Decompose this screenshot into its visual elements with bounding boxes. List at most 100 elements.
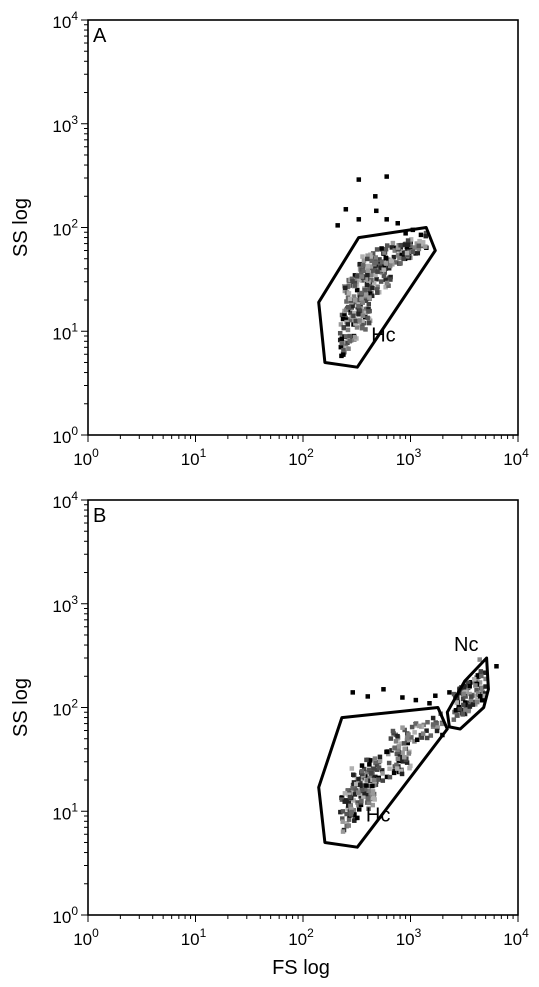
scatter-point — [453, 708, 459, 713]
scatter-point — [354, 325, 360, 330]
scatter-point — [366, 279, 371, 285]
scatter-point — [340, 316, 346, 322]
scatter-point — [352, 280, 358, 286]
scatter-point — [400, 695, 405, 700]
scatter-point — [383, 284, 388, 290]
scatter-point — [399, 250, 404, 255]
scatter-point — [377, 257, 382, 262]
scatter-point — [367, 758, 373, 763]
scatter-point — [382, 250, 387, 255]
scatter-point — [400, 750, 405, 755]
scatter-point — [477, 657, 482, 662]
scatter-point — [361, 794, 366, 799]
scatter-point — [461, 702, 466, 708]
scatter-point — [379, 768, 385, 773]
scatter-point — [470, 702, 476, 707]
scatter-point — [387, 263, 393, 269]
gate-nc — [445, 656, 490, 731]
y-tick-label: 101 — [52, 320, 78, 343]
scatter-point — [404, 250, 410, 256]
scatter-point — [392, 248, 397, 253]
scatter-point — [359, 763, 365, 768]
scatter-point — [416, 246, 422, 252]
scatter-point — [366, 788, 371, 793]
scatter-point — [480, 689, 485, 695]
scatter-point — [384, 749, 390, 755]
scatter-point — [362, 790, 367, 796]
scatter-point — [416, 243, 422, 249]
scatter-point — [352, 283, 358, 288]
scatter-point — [398, 261, 403, 266]
scatter-point — [358, 802, 364, 808]
scatter-point — [388, 274, 393, 280]
scatter-point — [343, 307, 349, 312]
scatter-point — [460, 712, 465, 717]
scatter-point — [377, 758, 383, 764]
scatter-point — [467, 691, 472, 697]
y-tick-label: 101 — [52, 800, 78, 823]
scatter-point — [348, 803, 353, 809]
scatter-point — [397, 255, 402, 261]
scatter-point — [480, 697, 486, 703]
scatter-point — [361, 258, 367, 263]
scatter-point — [418, 232, 424, 238]
scatter-point — [408, 763, 413, 769]
scatter-point — [366, 806, 371, 811]
scatter-point — [352, 812, 357, 817]
scatter-point — [466, 707, 472, 712]
y-tick-label: 102 — [52, 217, 78, 240]
scatter-point — [410, 249, 416, 255]
scatter-point — [404, 736, 410, 741]
scatter-point — [476, 674, 481, 679]
scatter-point — [433, 722, 439, 727]
scatter-point — [373, 255, 379, 260]
scatter-point — [346, 792, 351, 798]
scatter-point — [386, 265, 392, 271]
scatter-point — [379, 259, 385, 265]
scatter-point — [383, 261, 389, 266]
scatter-point — [340, 819, 345, 824]
scatter-point — [354, 274, 360, 279]
scatter-point — [348, 310, 353, 316]
scatter-point — [375, 269, 380, 274]
scatter-point — [412, 730, 417, 735]
gate-label-hc: Hc — [371, 324, 395, 346]
scatter-point — [357, 782, 363, 788]
scatter-point — [408, 244, 413, 250]
gate-hc — [317, 226, 437, 369]
scatter-point — [474, 699, 480, 705]
scatter-point — [360, 313, 366, 318]
scatter-point — [465, 680, 471, 686]
y-axis-label: SS log — [10, 678, 32, 737]
scatter-point — [373, 272, 378, 278]
scatter-point — [424, 728, 429, 733]
scatter-point — [360, 309, 366, 314]
x-tick-label: 103 — [396, 446, 422, 469]
scatter-point — [413, 697, 419, 703]
scatter-point — [395, 733, 400, 739]
scatter-point — [356, 776, 361, 782]
scatter-point — [370, 766, 376, 771]
scatter-point — [423, 230, 429, 236]
y-tick-label: 100 — [52, 424, 78, 447]
scatter-point — [482, 670, 487, 675]
scatter-point — [364, 783, 369, 788]
scatter-point — [364, 256, 370, 262]
y-tick-label: 103 — [52, 113, 78, 136]
scatter-point — [481, 693, 486, 699]
scatter-point — [353, 788, 359, 793]
scatter-point — [454, 700, 459, 705]
scatter-point — [360, 322, 365, 328]
y-tick-label: 103 — [52, 593, 78, 616]
scatter-point — [477, 680, 483, 685]
scatter-point — [338, 322, 344, 327]
scatter-point — [386, 283, 391, 288]
scatter-point — [345, 284, 350, 290]
scatter-point — [406, 751, 412, 756]
scatter-point — [359, 271, 364, 277]
scatter-point — [414, 241, 420, 246]
scatter-point — [351, 807, 357, 813]
scatter-point — [402, 242, 408, 247]
scatter-point — [483, 684, 488, 689]
scatter-point — [353, 781, 359, 787]
